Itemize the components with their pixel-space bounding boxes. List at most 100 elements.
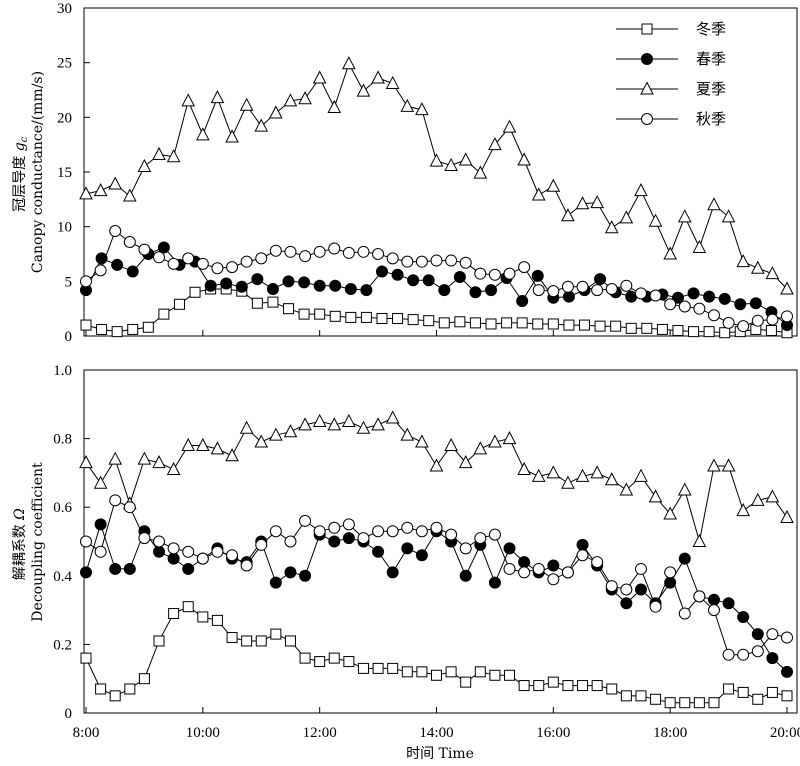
data-point bbox=[342, 246, 355, 259]
data-point bbox=[634, 583, 647, 596]
legend-label: 夏季 bbox=[696, 80, 726, 98]
data-point bbox=[576, 549, 589, 562]
data-point bbox=[80, 275, 92, 288]
series-tri-bottom bbox=[79, 410, 794, 547]
data-point bbox=[591, 556, 604, 569]
data-point bbox=[563, 319, 575, 331]
data-point bbox=[138, 673, 150, 685]
data-point bbox=[157, 241, 170, 254]
data-point bbox=[401, 542, 414, 555]
data-point bbox=[444, 437, 458, 451]
data-point bbox=[356, 83, 371, 97]
data-point bbox=[189, 286, 201, 298]
data-point bbox=[299, 250, 312, 263]
data-point bbox=[518, 680, 530, 692]
y-tick-label: 0.8 bbox=[53, 432, 72, 448]
data-point bbox=[648, 213, 663, 227]
top-ylabel-line2: Canopy conductance/(mm/s) bbox=[30, 71, 46, 273]
data-point bbox=[518, 566, 531, 579]
legend-label: 冬季 bbox=[696, 20, 726, 38]
data-point bbox=[578, 319, 590, 331]
data-point bbox=[327, 99, 342, 113]
data-point bbox=[371, 70, 385, 84]
data-point bbox=[251, 297, 263, 309]
data-point bbox=[590, 465, 604, 479]
data-point bbox=[533, 680, 545, 692]
data-point bbox=[138, 243, 151, 256]
data-point bbox=[594, 273, 607, 286]
data-point bbox=[226, 632, 238, 644]
data-point bbox=[407, 314, 419, 326]
data-point bbox=[485, 284, 498, 297]
data-point bbox=[692, 533, 707, 547]
data-point bbox=[423, 315, 435, 327]
data-point bbox=[386, 252, 399, 265]
data-point bbox=[284, 635, 296, 647]
data-point bbox=[679, 697, 691, 709]
data-point bbox=[270, 628, 282, 640]
data-point bbox=[345, 311, 357, 323]
data-point bbox=[376, 313, 388, 325]
data-point bbox=[781, 631, 793, 644]
data-point bbox=[780, 509, 794, 523]
data-point bbox=[344, 282, 357, 295]
data-point bbox=[93, 183, 108, 197]
data-point bbox=[80, 566, 92, 579]
data-point bbox=[385, 410, 400, 424]
x-tick-label: 20:00 bbox=[770, 725, 800, 741]
data-point bbox=[357, 532, 370, 545]
data-point bbox=[226, 549, 239, 562]
data-point bbox=[211, 545, 224, 558]
legend-marker bbox=[641, 53, 653, 65]
data-point bbox=[109, 562, 122, 575]
data-point bbox=[415, 525, 428, 538]
data-point bbox=[634, 287, 647, 300]
series-line bbox=[85, 606, 788, 704]
data-point bbox=[329, 279, 342, 292]
bottom-ylabel-line2: Decoupling coefficient bbox=[30, 462, 46, 622]
series-line bbox=[85, 246, 788, 326]
data-point bbox=[678, 607, 691, 620]
data-point bbox=[620, 690, 632, 702]
data-point bbox=[765, 266, 780, 280]
data-point bbox=[328, 535, 341, 548]
data-point bbox=[459, 542, 472, 555]
x-tick-label: 14:00 bbox=[419, 725, 453, 741]
data-point bbox=[531, 269, 544, 282]
data-point bbox=[94, 545, 107, 558]
legend-label: 秋季 bbox=[696, 110, 726, 128]
data-point bbox=[719, 327, 731, 339]
data-point bbox=[503, 542, 516, 555]
data-point bbox=[488, 137, 502, 151]
data-point bbox=[181, 437, 196, 451]
data-point bbox=[750, 260, 765, 274]
data-point bbox=[664, 697, 676, 709]
data-point bbox=[385, 75, 400, 89]
data-point bbox=[123, 501, 136, 514]
data-point bbox=[634, 468, 648, 482]
data-point bbox=[167, 257, 180, 270]
data-point bbox=[269, 427, 283, 441]
data-point bbox=[501, 317, 513, 329]
data-point bbox=[438, 317, 450, 329]
top-ylabel: 冠层导度 gc Canopy conductance/(mm/s) bbox=[12, 71, 46, 273]
data-point bbox=[518, 556, 531, 569]
data-point bbox=[562, 290, 575, 303]
data-point bbox=[167, 552, 180, 565]
data-point bbox=[634, 183, 648, 197]
data-point bbox=[168, 608, 180, 620]
data-point bbox=[327, 417, 342, 431]
data-point bbox=[677, 482, 692, 496]
data-point bbox=[650, 693, 662, 705]
data-point bbox=[606, 683, 618, 695]
data-point bbox=[372, 248, 385, 260]
data-point bbox=[751, 314, 764, 327]
data-point bbox=[671, 291, 684, 304]
data-point bbox=[386, 525, 399, 538]
data-point bbox=[445, 528, 458, 541]
data-point bbox=[123, 235, 136, 248]
data-point bbox=[299, 514, 312, 527]
data-point bbox=[94, 518, 107, 531]
data-point bbox=[429, 458, 444, 472]
data-point bbox=[312, 70, 327, 84]
